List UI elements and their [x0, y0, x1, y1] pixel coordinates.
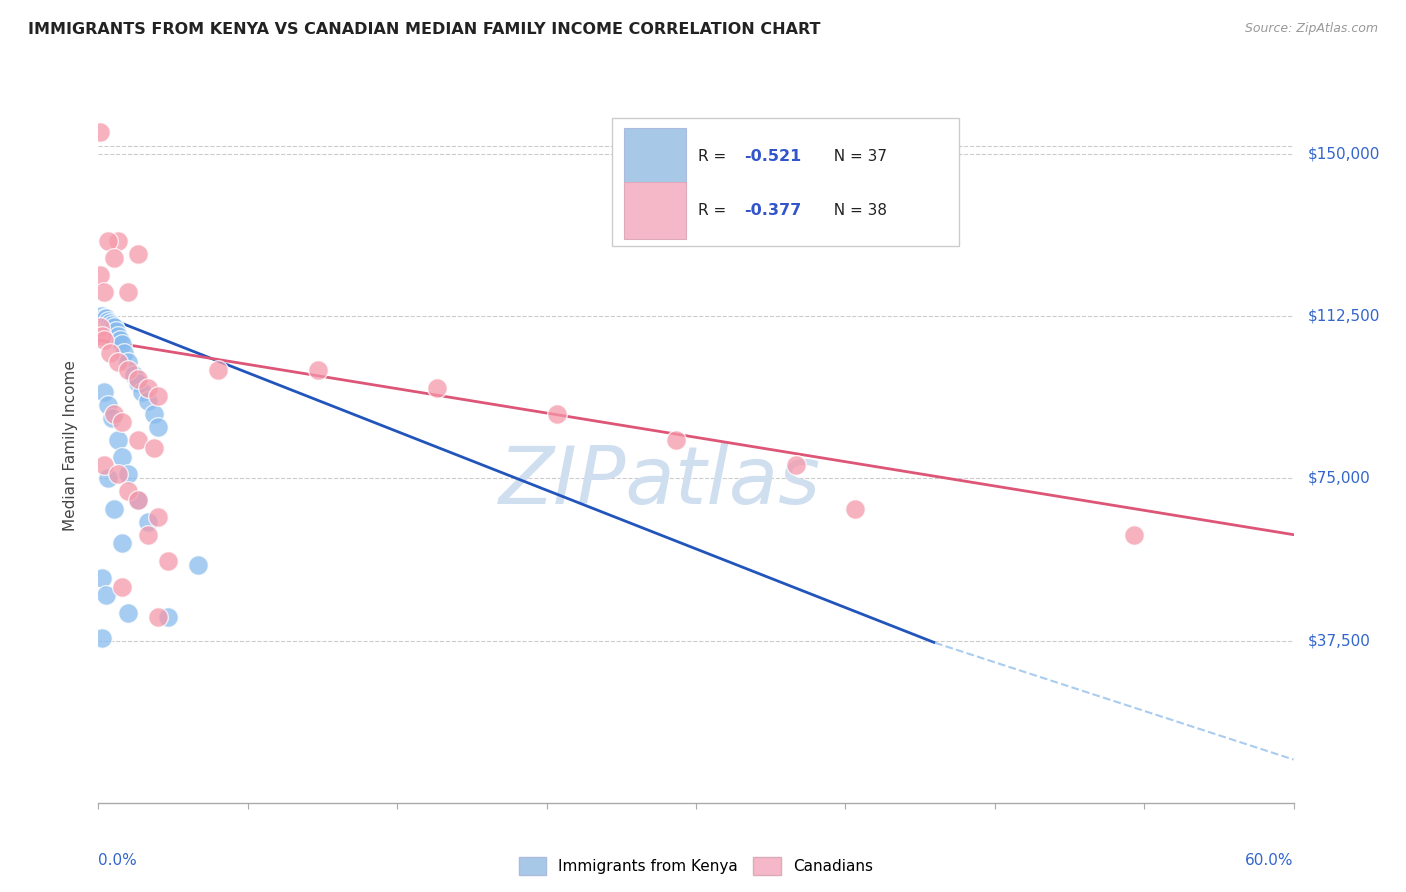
Point [107, 354, 129, 368]
Point [107, 433, 129, 447]
Y-axis label: Median Family Income: Median Family Income [63, 360, 77, 532]
Text: 0.0%: 0.0% [98, 853, 138, 868]
Text: $150,000: $150,000 [1308, 146, 1379, 161]
Point [148, 389, 170, 403]
Point [91, 571, 114, 585]
Point [546, 407, 568, 421]
Text: Source: ZipAtlas.com: Source: ZipAtlas.com [1244, 22, 1378, 36]
Point [117, 285, 139, 300]
Point [89, 320, 111, 334]
Point [127, 493, 149, 508]
Text: -0.377: -0.377 [744, 203, 801, 218]
Point [110, 333, 132, 347]
Point [107, 328, 129, 343]
Point [127, 372, 149, 386]
Point [157, 553, 180, 567]
Point [117, 363, 139, 377]
Point [98, 316, 122, 330]
Point [112, 346, 135, 360]
Point [148, 510, 170, 524]
Point [103, 407, 125, 421]
Point [785, 458, 807, 473]
Point [117, 606, 139, 620]
Point [89, 310, 111, 324]
Text: N = 38: N = 38 [824, 203, 887, 218]
Point [187, 558, 209, 572]
FancyBboxPatch shape [624, 128, 686, 186]
Point [107, 234, 129, 248]
Point [103, 501, 125, 516]
Point [97, 234, 120, 248]
Point [136, 381, 159, 395]
Text: $37,500: $37,500 [1308, 633, 1371, 648]
Point [93, 333, 115, 347]
Point [157, 610, 180, 624]
Point [93, 285, 115, 300]
Point [107, 467, 129, 482]
Text: 60.0%: 60.0% [1246, 853, 1294, 868]
Point [103, 320, 125, 334]
Point [97, 313, 120, 327]
Point [91, 310, 114, 324]
Point [91, 632, 114, 646]
Point [124, 368, 146, 382]
Point [97, 471, 120, 485]
Point [111, 450, 134, 464]
Point [148, 610, 170, 624]
Point [91, 328, 114, 343]
Point [131, 384, 153, 399]
Point [96, 311, 118, 326]
Point [136, 515, 159, 529]
Point [136, 393, 159, 408]
Point [101, 318, 124, 332]
Point [844, 501, 866, 516]
Point [148, 419, 170, 434]
Point [93, 458, 115, 473]
Point [103, 251, 125, 265]
Text: R =: R = [699, 203, 731, 218]
Point [127, 246, 149, 260]
Point [136, 527, 159, 541]
Point [426, 381, 449, 395]
FancyBboxPatch shape [612, 118, 959, 246]
Text: R =: R = [699, 150, 731, 164]
Text: IMMIGRANTS FROM KENYA VS CANADIAN MEDIAN FAMILY INCOME CORRELATION CHART: IMMIGRANTS FROM KENYA VS CANADIAN MEDIAN… [28, 22, 821, 37]
Point [89, 268, 111, 282]
Point [98, 346, 122, 360]
Point [127, 433, 149, 447]
Point [665, 433, 688, 447]
Point [96, 588, 118, 602]
Text: $75,000: $75,000 [1308, 471, 1371, 486]
Point [127, 493, 149, 508]
Point [93, 384, 115, 399]
Point [117, 484, 139, 499]
Point [127, 376, 149, 391]
Point [89, 125, 111, 139]
Legend: Immigrants from Kenya, Canadians: Immigrants from Kenya, Canadians [513, 851, 879, 880]
Point [143, 441, 166, 455]
Point [97, 398, 120, 412]
Point [143, 407, 166, 421]
Point [101, 410, 124, 425]
Point [307, 363, 329, 377]
Point [111, 337, 134, 351]
Point [111, 580, 134, 594]
Point [111, 536, 134, 550]
Text: $112,500: $112,500 [1308, 309, 1379, 324]
Point [117, 354, 139, 368]
Text: ZIPatlas: ZIPatlas [499, 442, 821, 521]
Point [117, 467, 139, 482]
Point [111, 415, 134, 429]
Text: N = 37: N = 37 [824, 150, 887, 164]
Point [93, 311, 115, 326]
FancyBboxPatch shape [624, 182, 686, 239]
Point [207, 363, 229, 377]
Text: -0.521: -0.521 [744, 150, 801, 164]
Point [105, 325, 128, 339]
Point [1123, 527, 1146, 541]
